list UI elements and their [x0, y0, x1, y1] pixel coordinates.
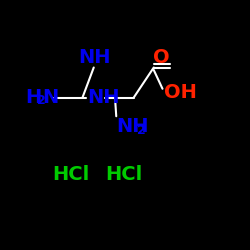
Text: H: H	[25, 88, 41, 107]
Text: HCl: HCl	[52, 166, 90, 184]
Text: O: O	[153, 48, 170, 67]
Text: NH: NH	[79, 48, 111, 67]
Text: 2: 2	[37, 94, 46, 107]
Text: HCl: HCl	[105, 166, 142, 184]
Text: OH: OH	[164, 83, 196, 102]
Text: NH: NH	[88, 88, 120, 107]
Text: 2: 2	[137, 124, 146, 136]
Text: N: N	[42, 88, 58, 107]
Text: NH: NH	[116, 117, 149, 136]
